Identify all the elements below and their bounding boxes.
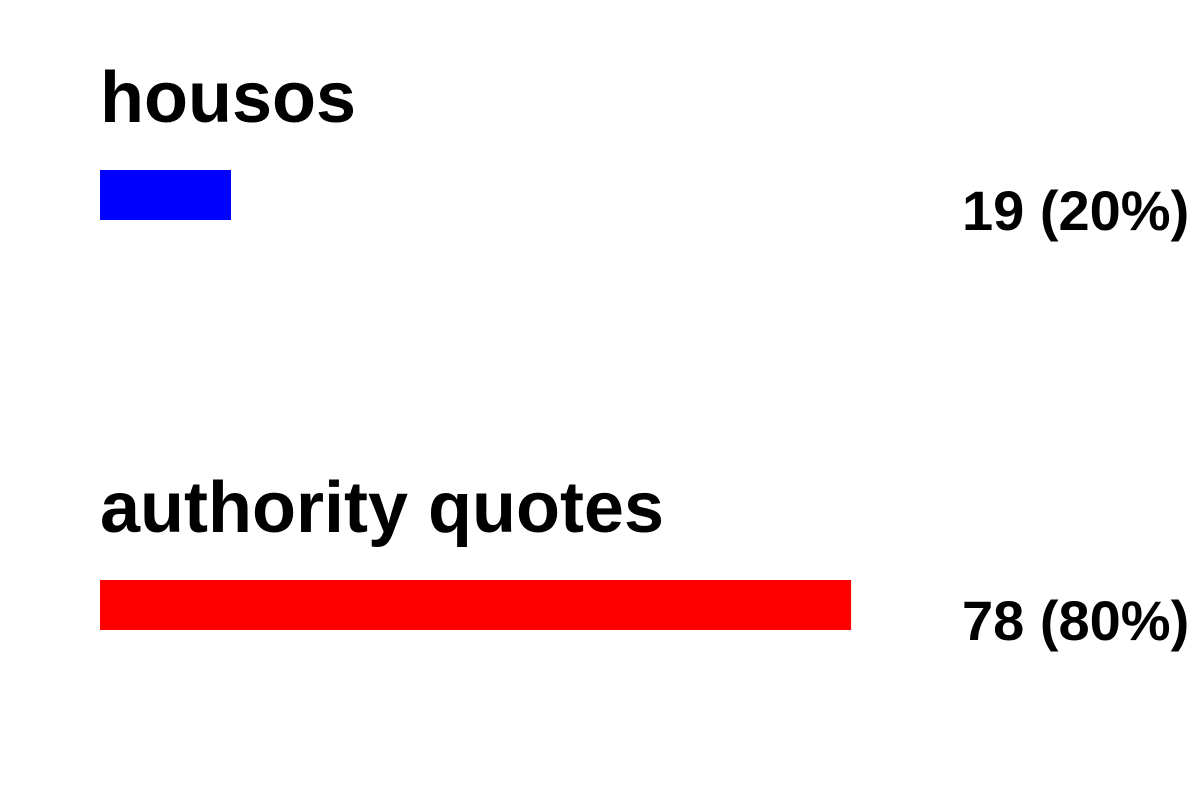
bar-authority-quotes <box>100 580 852 630</box>
bar-housos <box>100 170 231 220</box>
value-label-housos: 19 (20%) <box>962 179 1189 242</box>
category-label-housos: housos <box>100 58 356 138</box>
value-label-authority-quotes: 78 (80%) <box>962 589 1189 652</box>
category-label-authority-quotes: authority quotes <box>100 468 664 548</box>
